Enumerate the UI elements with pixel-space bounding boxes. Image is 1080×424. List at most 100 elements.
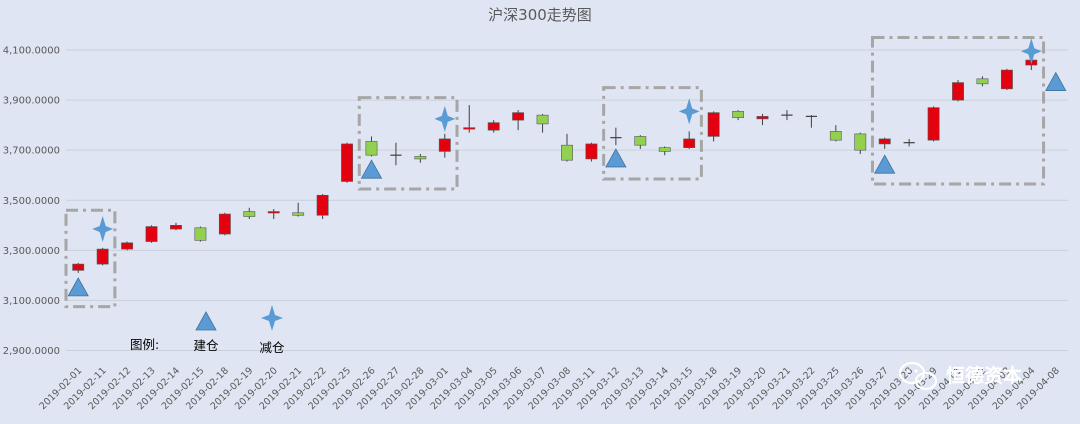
legend-title: 图例: xyxy=(130,337,159,352)
candle xyxy=(903,138,915,147)
candle xyxy=(1000,68,1013,91)
candle-body-down xyxy=(658,147,671,152)
candle xyxy=(829,125,842,142)
candle xyxy=(341,142,353,183)
candle-body-down xyxy=(536,114,549,125)
candle-body-up xyxy=(121,242,134,250)
candle-body-up xyxy=(952,82,964,101)
candle xyxy=(732,110,744,121)
candle xyxy=(438,133,451,158)
candle xyxy=(878,137,891,149)
candle xyxy=(683,131,696,149)
candle xyxy=(854,132,867,154)
wechat-icon xyxy=(898,361,938,391)
candle-body-up xyxy=(1000,69,1013,90)
candle xyxy=(145,225,158,243)
candle-body-up xyxy=(927,107,940,141)
candle xyxy=(316,193,329,220)
y-tick-label: 3,100.0000 xyxy=(3,296,60,307)
buy-marker-triangle-icon xyxy=(605,148,627,168)
y-tick-label: 3,700.0000 xyxy=(3,146,60,157)
y-tick-label: 3,900.0000 xyxy=(3,96,60,107)
watermark-text: 恒德资本 xyxy=(946,364,1022,387)
candle xyxy=(781,110,793,121)
candle-body-down xyxy=(732,111,744,118)
sell-marker-star-icon xyxy=(92,216,114,243)
candle xyxy=(390,142,402,166)
legend-buy-triangle-icon xyxy=(195,311,217,331)
candle-body-up xyxy=(878,138,891,145)
sell-marker-star-icon xyxy=(678,98,700,125)
candle-body-up xyxy=(72,263,85,271)
candle xyxy=(292,202,305,217)
candle-body-up xyxy=(585,143,598,160)
candle xyxy=(463,105,476,133)
legend-sell-star-icon xyxy=(261,305,283,331)
signal-markers xyxy=(67,38,1067,297)
candle xyxy=(512,110,525,131)
candle xyxy=(976,76,989,87)
candle xyxy=(707,111,720,142)
candle xyxy=(756,113,769,126)
candle-body-down xyxy=(561,144,573,161)
candle-body-up xyxy=(218,213,231,235)
candle xyxy=(561,133,573,162)
buy-marker-triangle-icon xyxy=(1045,71,1067,91)
highlight-boxes xyxy=(64,36,1046,309)
candle-body-up xyxy=(438,138,451,152)
candle xyxy=(414,153,427,163)
y-tick-label: 3,500.0000 xyxy=(3,196,60,207)
candle-body-up xyxy=(145,226,158,242)
candle-body-down xyxy=(414,156,427,160)
buy-marker-triangle-icon xyxy=(874,154,896,174)
candle-body-up xyxy=(463,127,476,130)
candle xyxy=(267,209,280,220)
candle-body-down xyxy=(634,136,647,146)
gridlines xyxy=(66,49,1068,351)
candle-body-up xyxy=(267,211,280,214)
buy-marker-triangle-icon xyxy=(360,159,383,179)
legend-buy-label: 建仓 xyxy=(193,338,219,353)
highlight-box xyxy=(602,86,703,181)
candles xyxy=(72,58,1038,273)
candle-body-down xyxy=(292,212,305,216)
candle xyxy=(365,136,378,157)
candle xyxy=(536,113,549,133)
y-tick-label: 3,300.0000 xyxy=(3,246,60,257)
legend: 图例: 建仓 减仓 xyxy=(130,305,285,355)
candle xyxy=(634,135,647,149)
candle xyxy=(658,146,671,156)
candle xyxy=(585,142,598,162)
candle xyxy=(121,241,134,251)
y-axis: 2,900.0000 3,100.0000 3,300.0000 3,500.0000… xyxy=(3,46,60,357)
y-tick-label: 2,900.0000 xyxy=(3,346,60,357)
candle-body-up xyxy=(170,224,182,230)
candle-body-up xyxy=(512,112,525,121)
candle-body-down xyxy=(976,78,989,85)
legend-sell-label: 减仓 xyxy=(259,340,285,355)
y-tick-label: 4,100.0000 xyxy=(3,46,60,57)
sell-marker-star-icon xyxy=(434,105,456,132)
candle xyxy=(218,212,231,236)
candle-body-up xyxy=(341,143,353,182)
candle-body-up xyxy=(316,194,329,216)
candle xyxy=(194,226,207,242)
candle-body-up xyxy=(96,248,109,265)
candle-body-down xyxy=(194,227,207,241)
watermark: 恒德资本 xyxy=(898,361,1022,391)
candle-body-up xyxy=(683,138,696,148)
candle-body-up xyxy=(707,112,720,137)
candle-body-up xyxy=(756,116,769,120)
candle xyxy=(243,207,256,220)
candle-body-up xyxy=(487,122,500,131)
buy-marker-triangle-icon xyxy=(67,277,89,297)
chart-title: 沪深300走势图 xyxy=(488,6,592,24)
candle-body-down xyxy=(243,211,256,217)
candle-body-down xyxy=(829,131,842,141)
highlight-box xyxy=(357,96,459,191)
candle xyxy=(805,115,818,128)
highlight-box xyxy=(870,36,1046,186)
candle xyxy=(952,80,964,102)
